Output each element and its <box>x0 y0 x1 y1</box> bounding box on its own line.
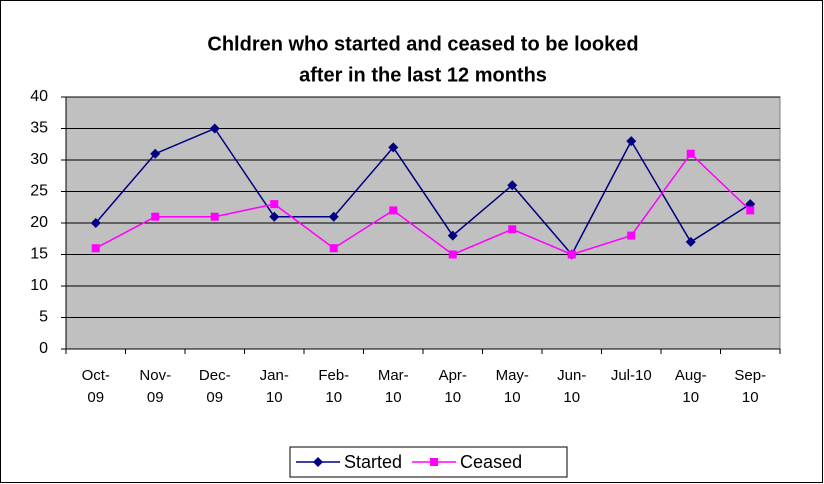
y-tick-label: 25 <box>30 183 48 200</box>
data-point <box>388 142 399 153</box>
data-point <box>567 250 576 259</box>
data-point <box>210 212 219 221</box>
y-tick-label: 15 <box>30 246 48 263</box>
data-point <box>270 200 279 209</box>
data-point <box>150 148 161 159</box>
data-point <box>447 230 458 241</box>
chart-title: Chldren who started and ceased to be loo… <box>207 33 638 55</box>
x-tick-label: Feb-10 <box>318 367 350 406</box>
series-line <box>95 127 751 256</box>
data-point <box>329 244 338 253</box>
data-point <box>685 236 696 247</box>
data-point <box>151 212 160 221</box>
data-point <box>269 211 280 222</box>
y-tick-label: 0 <box>39 340 48 357</box>
legend-marker <box>313 457 323 467</box>
legend-label: Started <box>344 452 402 472</box>
data-point <box>328 211 339 222</box>
series-line <box>95 152 751 256</box>
x-tick-label: Jul-10 <box>610 367 652 384</box>
legend-marker <box>430 458 439 466</box>
x-tick-label: Dec-09 <box>198 367 231 406</box>
y-tick-label: 20 <box>30 214 48 231</box>
data-point <box>746 206 755 215</box>
x-tick-label: Apr-10 <box>438 367 467 406</box>
y-tick-label: 10 <box>30 277 48 294</box>
data-point <box>627 231 636 240</box>
data-point <box>626 136 637 147</box>
data-point <box>686 149 695 158</box>
y-tick-label: 5 <box>39 309 48 326</box>
x-tick-label: Mar-10 <box>377 367 409 406</box>
x-tick-label: Nov-09 <box>139 367 172 406</box>
legend-label: Ceased <box>460 452 522 472</box>
x-tick-label: Jun-10 <box>557 367 587 406</box>
y-tick-label: 30 <box>30 151 48 168</box>
x-tick-label: May-10 <box>495 367 529 406</box>
data-point <box>209 123 220 134</box>
x-tick-label: Oct-09 <box>81 367 110 406</box>
data-point <box>508 225 517 234</box>
y-tick-label: 40 <box>30 88 48 105</box>
data-point <box>507 180 518 191</box>
chart-title: after in the last 12 months <box>299 64 547 86</box>
data-point <box>448 250 457 259</box>
data-point <box>90 218 101 228</box>
data-point <box>91 244 100 253</box>
x-tick-label: Jan-10 <box>259 367 289 406</box>
data-point <box>389 206 398 215</box>
x-tick-label: Sep-10 <box>734 367 767 406</box>
x-tick-label: Aug-10 <box>674 367 707 406</box>
y-tick-label: 35 <box>30 120 48 137</box>
